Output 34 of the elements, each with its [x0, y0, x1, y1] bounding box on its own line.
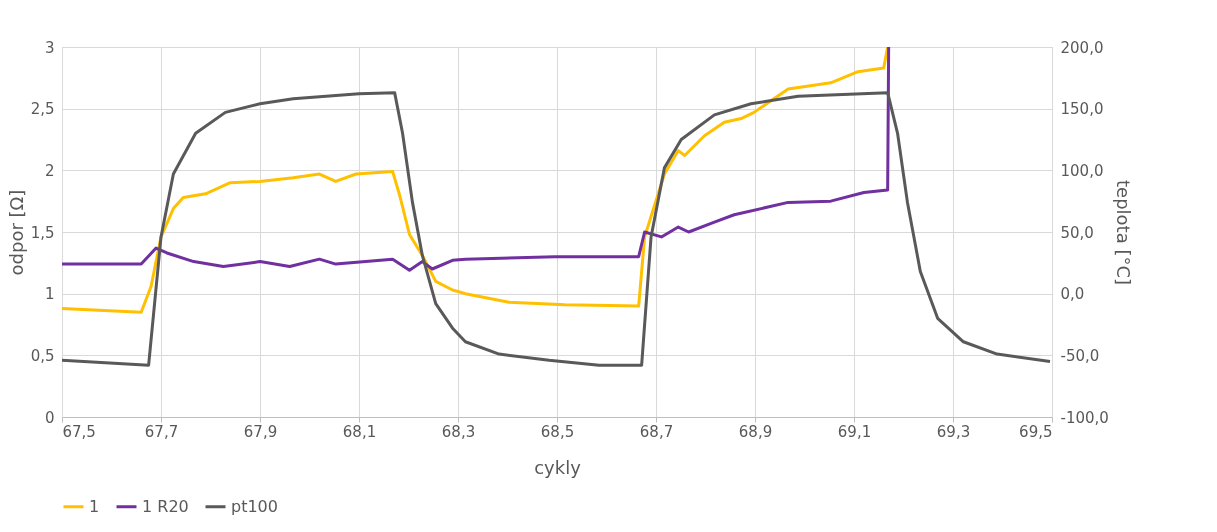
x-tick-label: 68,7: [639, 422, 674, 441]
legend-label: pt100: [231, 496, 278, 516]
x-tick-label: 68,5: [540, 422, 575, 441]
x-axis-title: cykly: [534, 456, 582, 478]
y2-tick-label: -100,0: [1060, 408, 1109, 427]
y-tick-label: 2,5: [30, 100, 55, 119]
y2-tick-label: 50,0: [1060, 223, 1094, 242]
x-tick-label: 68,9: [738, 422, 773, 441]
x-tick-label: 67,9: [243, 422, 278, 441]
y-tick-label: 2: [44, 161, 55, 180]
x-tick-label: 69,5: [1019, 422, 1053, 441]
line-series: [62, 47, 890, 314]
y2-tick-label: 100,0: [1060, 161, 1104, 180]
y-axis-title: odpor [Ω]: [5, 189, 27, 276]
y-tick-label: 1: [44, 285, 55, 304]
line-series: [62, 47, 891, 272]
x-tick-label: 68,3: [441, 422, 476, 441]
x-tick-label: 67,7: [144, 422, 179, 441]
x-tick-label: 69,3: [936, 422, 971, 441]
y2-axis-title: teplota [°C]: [1112, 180, 1134, 285]
y-tick-label: 1,5: [30, 223, 55, 242]
line-series: [62, 91, 1052, 367]
y2-tick-label: -50,0: [1060, 346, 1100, 365]
y-tick-label: 0,5: [30, 346, 55, 365]
x-tick-label: 68,1: [342, 422, 377, 441]
y2-tick-label: 150,0: [1060, 100, 1104, 119]
y-tick-label: 3: [44, 38, 55, 57]
y-tick-label: 0: [44, 408, 55, 427]
x-tick-label: 67,5: [62, 422, 96, 441]
y2-tick-label: 200,0: [1060, 38, 1104, 57]
y2-tick-label: 0,0: [1060, 285, 1085, 304]
x-tick-label: 69,1: [837, 422, 872, 441]
legend-label: 1 R20: [142, 496, 189, 516]
legend-label: 1: [89, 496, 100, 516]
